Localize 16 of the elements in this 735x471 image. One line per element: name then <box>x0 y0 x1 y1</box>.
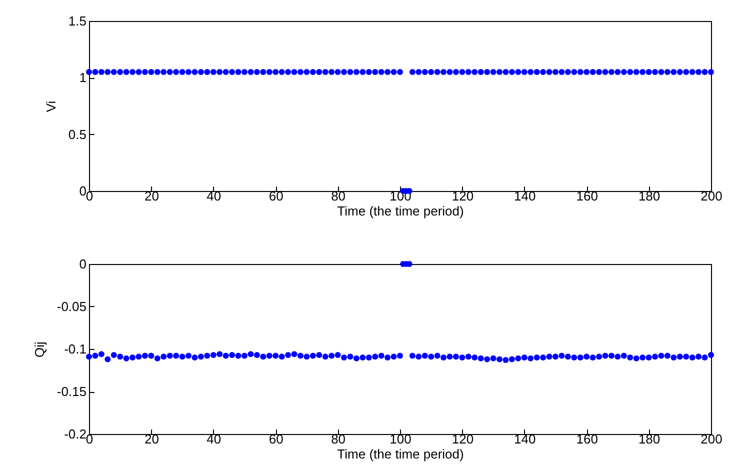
x-tick-label: 200 <box>700 188 722 204</box>
y-axis-title: Qij <box>32 341 47 358</box>
x-tick-label: 40 <box>206 432 222 446</box>
y-tick-label: 0 <box>79 256 86 272</box>
y-tick-label: -0.05 <box>56 299 86 314</box>
x-tick-label: 40 <box>206 188 222 204</box>
y-tick-label: -0.15 <box>56 384 86 399</box>
x-axis-title: Time (the time period) <box>337 204 464 218</box>
y-tick-label: 1.5 <box>68 14 86 28</box>
y-tick-label: -0.1 <box>64 342 86 356</box>
y-tick-label: 1 <box>79 70 86 86</box>
y-tick-label: 0.5 <box>68 126 86 142</box>
y-axis-title: Vi <box>43 100 58 112</box>
y-tick-label: -0.2 <box>64 426 86 442</box>
x-axis-title: Time (the time period) <box>337 446 464 462</box>
x-tick-label: 200 <box>700 432 722 446</box>
